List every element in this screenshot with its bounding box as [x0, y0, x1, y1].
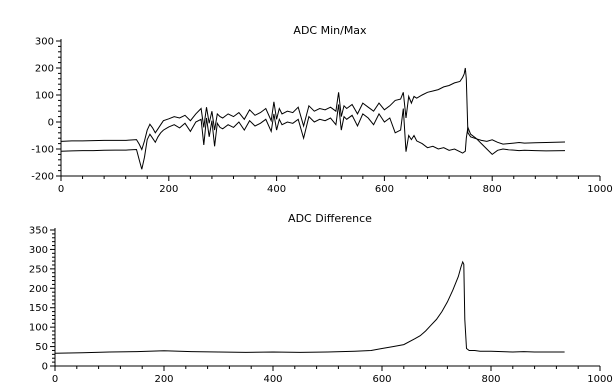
y-tick-label: 50	[35, 342, 48, 353]
y-tick-label: 100	[35, 91, 54, 102]
x-tick-label: 600	[375, 184, 394, 195]
x-tick-label: 800	[481, 374, 500, 385]
x-tick-label: 400	[267, 184, 286, 195]
y-tick-label: 100	[29, 323, 48, 334]
series-line	[54, 260, 565, 354]
y-tick-label: -100	[31, 145, 54, 156]
x-tick-label: 1000	[587, 374, 612, 385]
y-tick-label: 300	[29, 245, 48, 256]
y-tick-label: 250	[29, 264, 48, 275]
chart-adc-difference: ADC Difference 0 50 100 150 200 250 300 350 0 200…	[29, 212, 613, 385]
y-tick-label: 200	[35, 64, 54, 75]
chart-title: ADC Min/Max	[293, 24, 367, 37]
y-tick-label: 150	[29, 303, 48, 314]
y-tick-label: 350	[29, 226, 48, 237]
x-tick-label: 1000	[587, 184, 612, 195]
y-tick-label: 300	[35, 37, 54, 48]
x-tick-label: 0	[52, 374, 58, 385]
y-tick-label: 0	[42, 362, 48, 373]
y-tick-label: 200	[29, 284, 48, 295]
x-tick-label: 600	[372, 374, 391, 385]
x-tick-label: 400	[263, 374, 282, 385]
x-tick-label: 800	[483, 184, 502, 195]
x-tick-label: 200	[154, 374, 173, 385]
y-tick-label: 0	[48, 118, 54, 129]
series-line	[60, 67, 566, 151]
x-tick-label: 200	[159, 184, 178, 195]
x-tick-label: 0	[58, 184, 64, 195]
y-tick-label: -200	[31, 172, 54, 183]
series-line	[60, 104, 566, 170]
chart-adc-min-max: ADC Min/Max -200 -100 0 100 200 300 0 200 400 600…	[31, 24, 612, 195]
chart-title: ADC Difference	[288, 212, 372, 225]
